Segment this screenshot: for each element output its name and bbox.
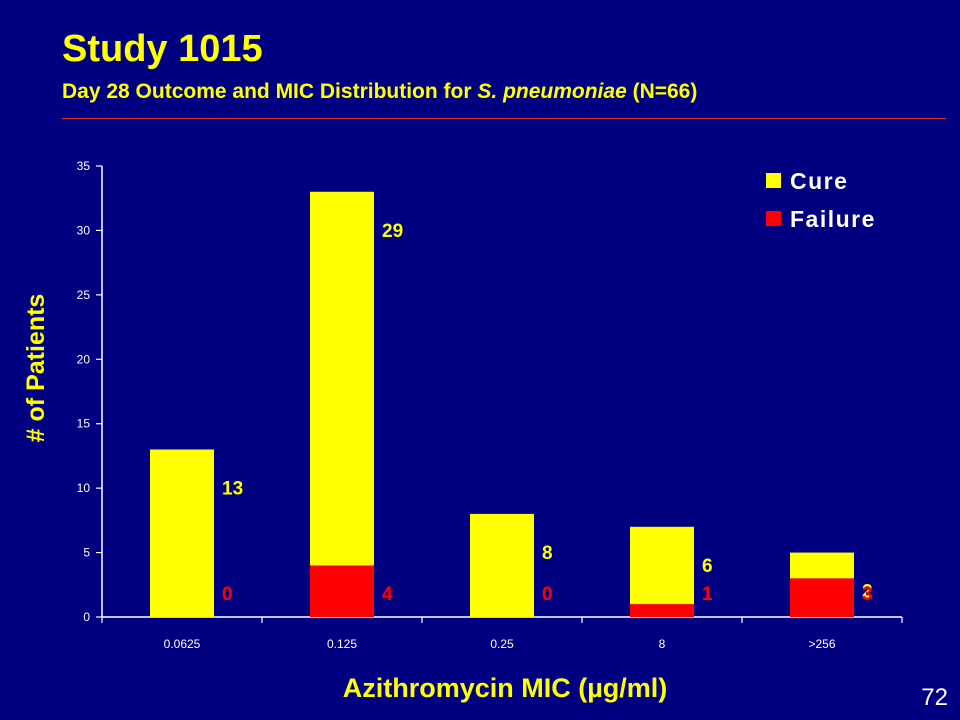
failure-value-label: 0 [222, 584, 233, 605]
y-tick-label: 25 [77, 288, 91, 302]
failure-value-label: 0 [542, 584, 553, 605]
cure-bar [470, 513, 534, 617]
cure-bar [150, 449, 214, 617]
y-tick-label: 10 [77, 481, 91, 495]
y-tick-label: 20 [77, 352, 91, 366]
page-number: 72 [921, 684, 948, 711]
subtitle-species: S. pneumoniae [477, 80, 627, 103]
slide-title: Study 1015 [62, 28, 263, 70]
x-tick-label: 0.0625 [164, 637, 201, 651]
failure-bar [310, 565, 374, 617]
legend-label: Cure [790, 168, 848, 194]
cure-value-label: 8 [542, 543, 553, 564]
x-tick-label: >256 [808, 637, 835, 651]
y-tick-label: 15 [77, 417, 91, 431]
cure-value-label: 13 [222, 478, 243, 499]
subtitle-prefix: Day 28 Outcome and MIC Distribution for [62, 80, 478, 103]
slide-subtitle: Day 28 Outcome and MIC Distribution for … [62, 80, 697, 104]
legend-swatch [766, 173, 781, 188]
failure-value-label: 1 [702, 584, 713, 605]
title-divider [62, 118, 946, 119]
chart-bars [150, 191, 854, 617]
x-tick-label: 0.25 [490, 637, 514, 651]
x-tick-label: 0.125 [327, 637, 357, 651]
cure-bar [790, 552, 854, 579]
chart-data-labels: 13 0 29 4 8 0 6 1 23 [222, 221, 873, 605]
cure-value-label: 29 [382, 221, 403, 242]
failure-value-label: 3 [862, 584, 873, 605]
y-tick-label: 5 [83, 546, 90, 560]
failure-value-label: 4 [382, 584, 393, 605]
legend-label: Failure [790, 206, 876, 232]
cure-value-label: 6 [702, 556, 713, 577]
subtitle-suffix: (N=66) [626, 80, 698, 103]
legend-swatch [766, 211, 781, 226]
y-tick-label: 30 [77, 223, 91, 237]
failure-bar [790, 578, 854, 617]
x-tick-label: 8 [659, 637, 666, 651]
x-axis-title: Azithromycin MIC (µg/ml) [343, 673, 668, 703]
cure-value-label: 2 [862, 582, 873, 603]
failure-bar [630, 604, 694, 617]
cure-bar [630, 526, 694, 605]
cure-bar [310, 191, 374, 566]
y-tick-label: 0 [83, 610, 90, 624]
chart-legend: Cure Failure [766, 168, 876, 232]
y-axis-title: # of Patients [22, 294, 50, 443]
y-tick-label: 35 [77, 159, 91, 173]
